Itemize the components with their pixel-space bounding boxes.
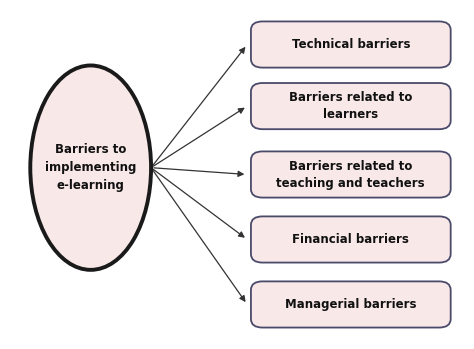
Text: Managerial barriers: Managerial barriers: [285, 298, 417, 311]
Text: Financial barriers: Financial barriers: [292, 233, 409, 246]
Ellipse shape: [30, 66, 151, 270]
Text: Technical barriers: Technical barriers: [292, 38, 410, 51]
FancyBboxPatch shape: [251, 281, 451, 328]
FancyBboxPatch shape: [251, 151, 451, 198]
FancyBboxPatch shape: [251, 216, 451, 262]
FancyBboxPatch shape: [251, 83, 451, 129]
FancyBboxPatch shape: [251, 21, 451, 68]
Text: Barriers related to
teaching and teachers: Barriers related to teaching and teacher…: [276, 159, 425, 190]
Text: Barriers to
implementing
e-learning: Barriers to implementing e-learning: [45, 143, 137, 192]
Text: Barriers related to
learners: Barriers related to learners: [289, 91, 412, 121]
